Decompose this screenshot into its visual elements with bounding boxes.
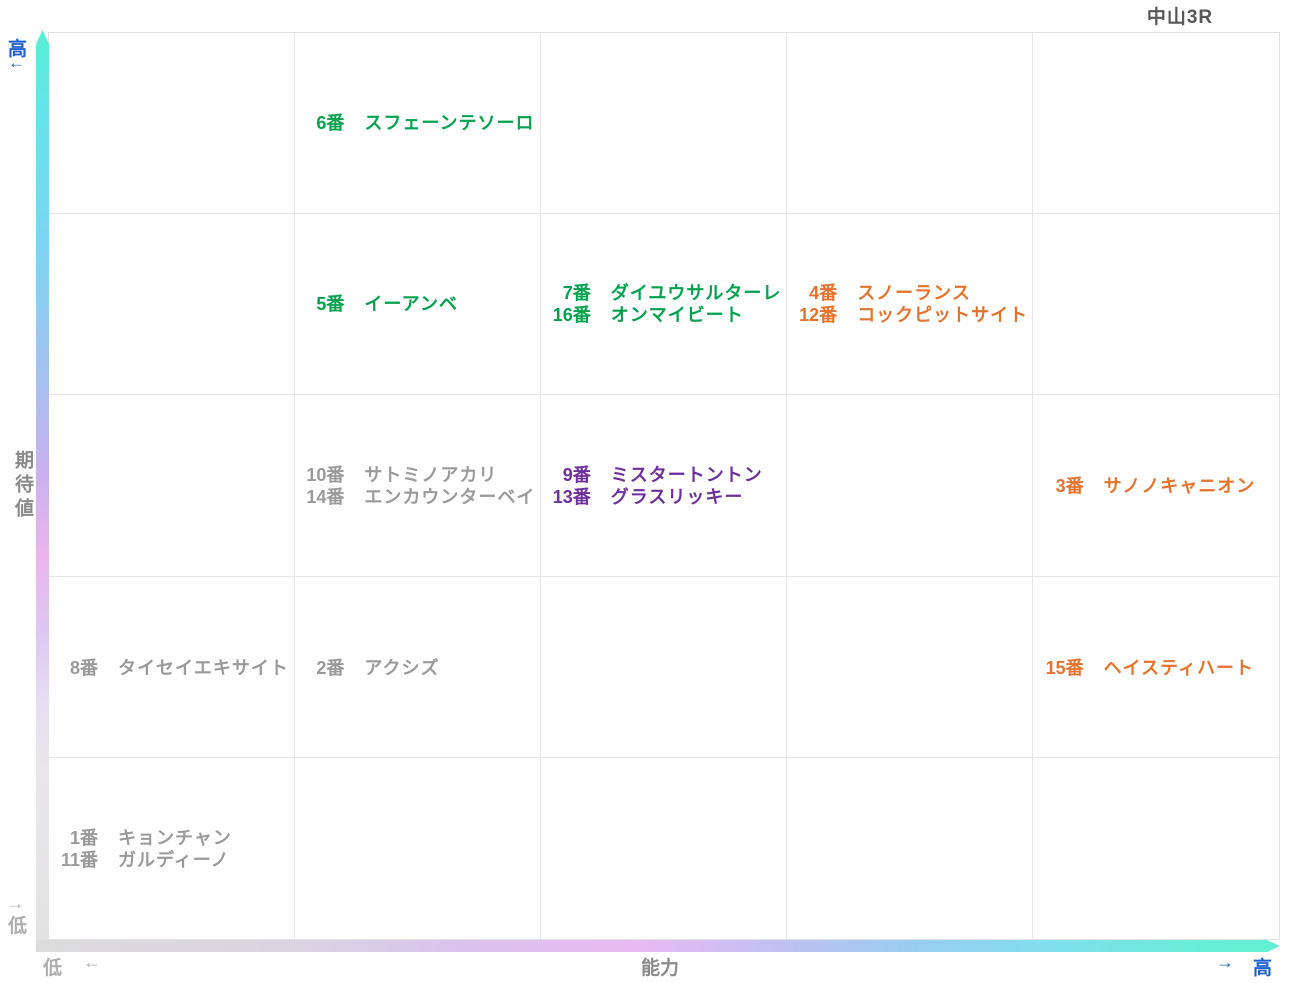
x-axis-title: 能力 <box>640 958 679 979</box>
chart-title: 中山3R <box>1146 7 1214 28</box>
plot-grid <box>48 32 1280 940</box>
grid-cell <box>541 214 787 396</box>
y-axis-low-arrow-icon: → <box>7 894 24 913</box>
y-axis-low-label: 低 <box>8 916 28 937</box>
grid-cell <box>1033 395 1279 577</box>
y-axis-high-arrow-icon: ← <box>8 53 25 72</box>
grid-cell <box>541 757 787 939</box>
x-axis-high-label: 高 <box>1253 958 1273 979</box>
y-axis-title: 期待値 <box>12 450 33 522</box>
grid-cell <box>49 214 295 396</box>
x-axis-high-arrow-icon: → <box>1216 952 1234 972</box>
grid-cell <box>787 757 1033 939</box>
y-axis-high-label: 高 <box>8 39 28 60</box>
grid-cell <box>49 576 295 758</box>
x-axis-low-arrow-icon: ← <box>83 952 101 972</box>
x-axis-gradient-bar <box>36 940 1280 952</box>
y-axis-gradient-bar <box>36 30 49 952</box>
grid-cell <box>295 757 541 939</box>
grid-cell <box>1033 577 1279 758</box>
grid-cell <box>295 395 541 577</box>
grid-cell <box>295 33 541 215</box>
grid-cell <box>787 33 1033 215</box>
grid-cell <box>1033 758 1279 939</box>
grid-cell <box>49 33 295 215</box>
grid-cell <box>295 214 541 396</box>
grid-cell <box>541 395 787 577</box>
grid-cell <box>787 395 1033 577</box>
grid-cell <box>1033 214 1279 396</box>
x-axis-low-label: 低 <box>43 958 63 979</box>
grid-cell <box>541 576 787 758</box>
grid-cell <box>541 33 787 215</box>
grid-cell <box>49 757 295 939</box>
grid-cell <box>787 214 1033 396</box>
grid-cell <box>49 395 295 577</box>
grid-cell <box>787 576 1033 758</box>
grid-cell <box>1033 33 1279 215</box>
grid-cell <box>295 576 541 758</box>
